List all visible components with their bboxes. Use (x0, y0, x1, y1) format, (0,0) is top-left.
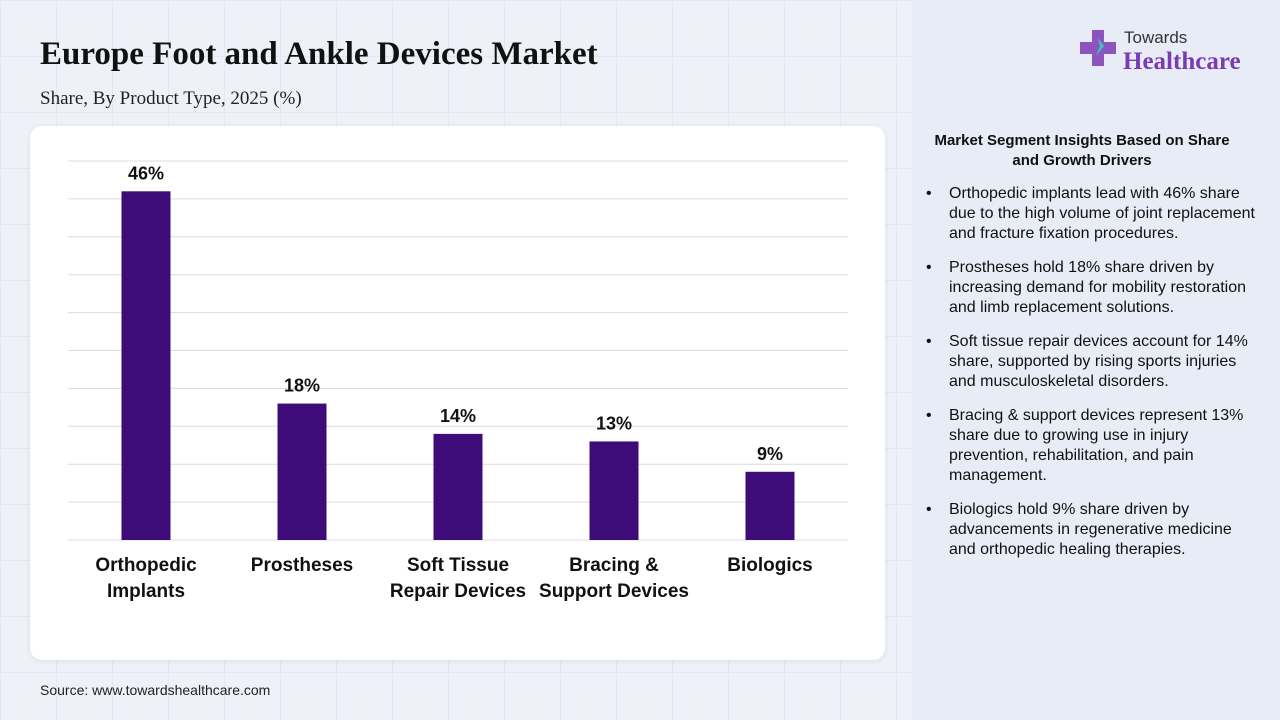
bar (433, 433, 483, 540)
value-label: 13% (596, 413, 632, 433)
source: Source: www.towardshealthcare.com (40, 682, 271, 698)
insight-item: Soft tissue repair devices account for 1… (926, 332, 1256, 392)
x-tick-label: Prostheses (250, 555, 354, 576)
bar (745, 471, 795, 540)
chart: 46% 18% 14% 13% 9% (68, 160, 848, 541)
value-label: 18% (284, 376, 320, 396)
bar (277, 403, 327, 540)
chart-card: 46% 18% 14% 13% 9% Orthopedic Implants Prosth… (30, 126, 885, 660)
title: Europe Foot and Ankle Devices Market (40, 36, 598, 72)
insights-title: Market Segment Insights Based on Share a… (934, 132, 1230, 169)
value-label: 9% (757, 444, 783, 464)
value-label: 14% (440, 406, 476, 426)
insight-item: Orthopedic implants lead with 46% share … (926, 184, 1256, 244)
bar (589, 441, 639, 540)
x-tick-label: Orthopedic Implants (95, 555, 197, 602)
value-label: 46% (128, 163, 164, 183)
logo-icon (1080, 30, 1116, 66)
insight-item: Bracing & support devices represent 13% … (926, 406, 1256, 486)
insight-item: Prostheses hold 18% share driven by incr… (926, 258, 1256, 318)
x-tick-label: Biologics (727, 555, 813, 576)
x-tick-label: Bracing & Support Devices (539, 555, 689, 602)
logo-text: Healthcare (1123, 48, 1241, 75)
insights-list: Orthopedic implants lead with 46% share … (926, 184, 1256, 574)
insight-item: Biologics hold 9% share driven by advanc… (926, 500, 1256, 560)
logo-text: Towards (1124, 28, 1188, 47)
x-tick-label: Soft Tissue Repair Devices (389, 555, 527, 602)
subtitle: Share, By Product Type, 2025 (%) (40, 88, 302, 109)
insights-panel: Market Segment Insights Based on Share a… (912, 0, 1280, 720)
bar (121, 191, 171, 540)
